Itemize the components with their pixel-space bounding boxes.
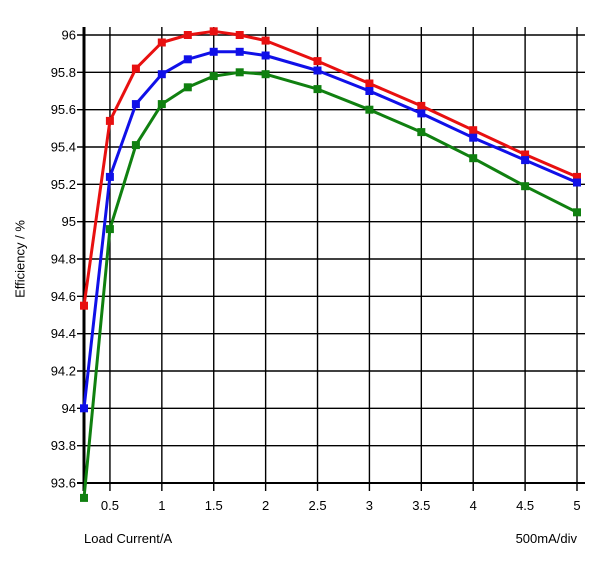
series-blue-marker	[313, 66, 322, 75]
series-green-marker	[235, 68, 244, 77]
y-tick-label: 94	[62, 401, 76, 416]
series-red-marker	[365, 79, 374, 88]
series-blue-marker	[183, 55, 192, 64]
series-blue-marker	[521, 156, 530, 165]
series-red-marker	[521, 150, 530, 159]
x-tick-label: 1.5	[205, 498, 223, 513]
series-green-marker	[365, 105, 374, 114]
y-tick-label: 94.4	[51, 326, 76, 341]
series-blue-marker	[417, 109, 426, 118]
y-tick-label: 94.8	[51, 252, 76, 267]
y-tick-label: 95.2	[51, 177, 76, 192]
series-red-marker	[157, 38, 166, 47]
series-red-marker	[313, 57, 322, 66]
series-blue-marker	[105, 172, 114, 181]
series-green-marker	[469, 154, 478, 163]
x-tick-label: 4.5	[516, 498, 534, 513]
series-blue-marker	[209, 47, 218, 56]
x-tick-label: 0.5	[101, 498, 119, 513]
x-tick-label: 3	[366, 498, 373, 513]
series-red-marker	[209, 27, 218, 36]
series-red-line	[82, 29, 579, 308]
y-tick-label: 95	[62, 214, 76, 229]
series-green-marker	[573, 208, 581, 217]
y-tick-label: 96	[62, 28, 76, 43]
x-tick-label: 5	[573, 498, 580, 513]
series-green-line	[82, 70, 579, 500]
series-red-marker	[183, 31, 192, 39]
series-green-marker	[313, 85, 322, 94]
y-tick-label: 95.4	[51, 140, 76, 155]
series-green-marker	[417, 128, 426, 137]
x-axis-title: Load Current/A	[84, 531, 173, 546]
y-tick-label: 95.8	[51, 65, 76, 80]
series-blue-marker	[261, 51, 270, 60]
series-red-marker	[469, 126, 478, 135]
x-tick-label: 2.5	[308, 498, 326, 513]
series-blue-marker	[469, 133, 478, 142]
series-green-marker	[80, 493, 88, 502]
series-green-marker	[183, 83, 192, 92]
series-green-marker	[261, 70, 270, 79]
y-tick-label: 94.6	[51, 289, 76, 304]
y-tick-label: 93.6	[51, 476, 76, 491]
series-red-marker	[417, 101, 426, 110]
x-tick-label: 4	[470, 498, 477, 513]
series-red-marker	[131, 64, 140, 73]
series-red-marker	[80, 301, 88, 310]
series-red-marker	[105, 116, 114, 125]
x-tick-label: 1	[158, 498, 165, 513]
series-blue-marker	[365, 87, 374, 95]
series-green-marker	[209, 72, 218, 81]
series-red-marker	[573, 172, 581, 181]
series-blue-line	[82, 50, 579, 410]
series-red-marker	[261, 36, 270, 45]
y-tick-label: 93.8	[51, 438, 76, 453]
series-blue-marker	[131, 100, 140, 109]
x-tick-label: 2	[262, 498, 269, 513]
x-scale-per-division-note: 500mA/div	[515, 531, 577, 546]
series-blue-marker	[573, 178, 581, 187]
series-blue-marker	[235, 47, 244, 56]
y-tick-label: 95.6	[51, 102, 76, 117]
series-green-marker	[105, 225, 114, 234]
series-green-marker	[521, 182, 530, 191]
y-tick-label: 94.2	[51, 364, 76, 379]
y-axis-title: Efficiency / %	[12, 220, 28, 298]
series-green-marker	[157, 100, 166, 109]
series-red-marker	[235, 31, 244, 39]
x-tick-label: 3.5	[412, 498, 430, 513]
series-blue-marker	[157, 70, 166, 79]
series-green-marker	[131, 141, 140, 150]
series-blue-marker	[80, 404, 88, 413]
